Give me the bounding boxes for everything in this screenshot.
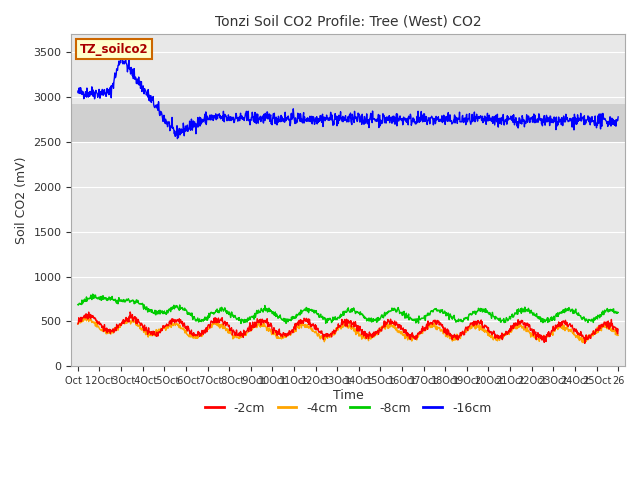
X-axis label: Time: Time	[333, 389, 364, 402]
Legend: -2cm, -4cm, -8cm, -16cm: -2cm, -4cm, -8cm, -16cm	[200, 397, 496, 420]
Y-axis label: Soil CO2 (mV): Soil CO2 (mV)	[15, 156, 28, 244]
Title: Tonzi Soil CO2 Profile: Tree (West) CO2: Tonzi Soil CO2 Profile: Tree (West) CO2	[214, 15, 481, 29]
Text: TZ_soilco2: TZ_soilco2	[80, 43, 148, 56]
Bar	[72, 104, 625, 143]
